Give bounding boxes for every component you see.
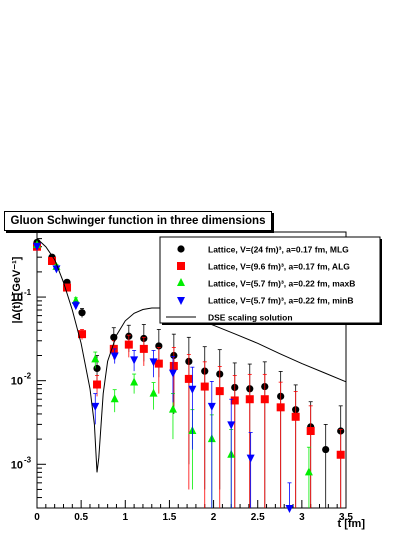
legend-label: Lattice, V=(9.6 fm)³, a=0.17 fm, ALG [208,262,350,272]
y-tick-label: 10 [11,459,23,471]
series-5 [36,238,347,473]
chart-title: Gluon Schwinger function in three dimens… [4,211,272,231]
data-point [149,388,158,397]
data-point [285,505,294,513]
data-point [246,454,255,463]
data-point [93,364,101,373]
data-point [154,359,163,368]
x-tick-label: 3.5 [339,512,353,523]
data-point [304,467,313,476]
data-point [168,369,177,378]
data-point [184,374,193,383]
y-tick-exponent: -1 [24,288,32,297]
tick-marks [36,238,347,509]
data-point [322,445,330,454]
x-tick-label: 2 [211,512,217,523]
data-point [52,265,61,274]
data-point [188,385,197,394]
data-point [110,352,119,361]
data-point [124,340,133,349]
data-point [91,402,100,411]
series-2 [33,242,345,508]
x-tick-label: 3 [299,512,305,523]
legend-label: DSE scaling solution [208,313,293,323]
x-tick-label: 1.5 [162,512,176,523]
data-point [230,396,239,405]
y-tick-label: 10 [11,376,23,388]
data-point [78,309,86,317]
x-tick-label: 2.5 [251,512,265,523]
y-tick-label: 10 [11,292,23,304]
x-tick-label: 1 [123,512,129,523]
data-point [33,242,41,251]
data-point [260,395,269,404]
x-tick-label: 0.5 [74,512,88,523]
data-point [215,387,224,396]
dse-curve [36,238,347,473]
data-point [91,354,100,363]
legend-label: Lattice, V=(5.7 fm)³, a=0.22 fm, minB [208,296,354,306]
data-point [227,421,236,430]
data-point [110,394,119,403]
data-point [306,427,315,436]
data-point [139,344,148,353]
tick-labels: 0 0.5 1 1.5 2 2.5 3 3.510-310-210-1 [11,288,354,523]
data-point [130,377,139,386]
y-tick-exponent: -3 [24,455,32,464]
legend-marker [177,245,185,253]
series-4 [33,242,294,513]
legend-box [159,236,381,324]
data-point [130,356,139,365]
data-point [245,395,254,404]
data-point [207,402,216,411]
data-point [291,412,300,421]
axes [36,231,347,509]
data-layer [33,238,347,513]
x-tick-label: 0 [34,512,40,523]
data-point [78,330,87,339]
legend-label: Lattice, V=(5.7 fm)³, a=0.22 fm, maxB [208,279,355,289]
data-point [149,358,158,367]
x-axis-label: t [fm] [338,518,366,530]
data-point [71,302,80,311]
data-point [336,450,345,459]
plot-frame [36,231,347,509]
data-point [169,361,178,370]
y-axis-label: |Δ(t)| [GeV⁻¹] [11,256,23,323]
legend-label: Lattice, V=(24 fm)³, a=0.17 fm, MLG [208,245,349,255]
y-tick-exponent: -2 [24,372,32,381]
legend-marker [177,297,185,305]
legend-marker [177,278,185,286]
legend: Lattice, V=(24 fm)³, a=0.17 fm, MLG Latti… [159,236,382,325]
data-point [63,283,72,292]
data-point [200,382,209,391]
data-point [276,403,285,412]
data-point [93,380,102,389]
data-point [48,256,57,265]
legend-marker [177,262,185,270]
data-point [168,404,177,413]
